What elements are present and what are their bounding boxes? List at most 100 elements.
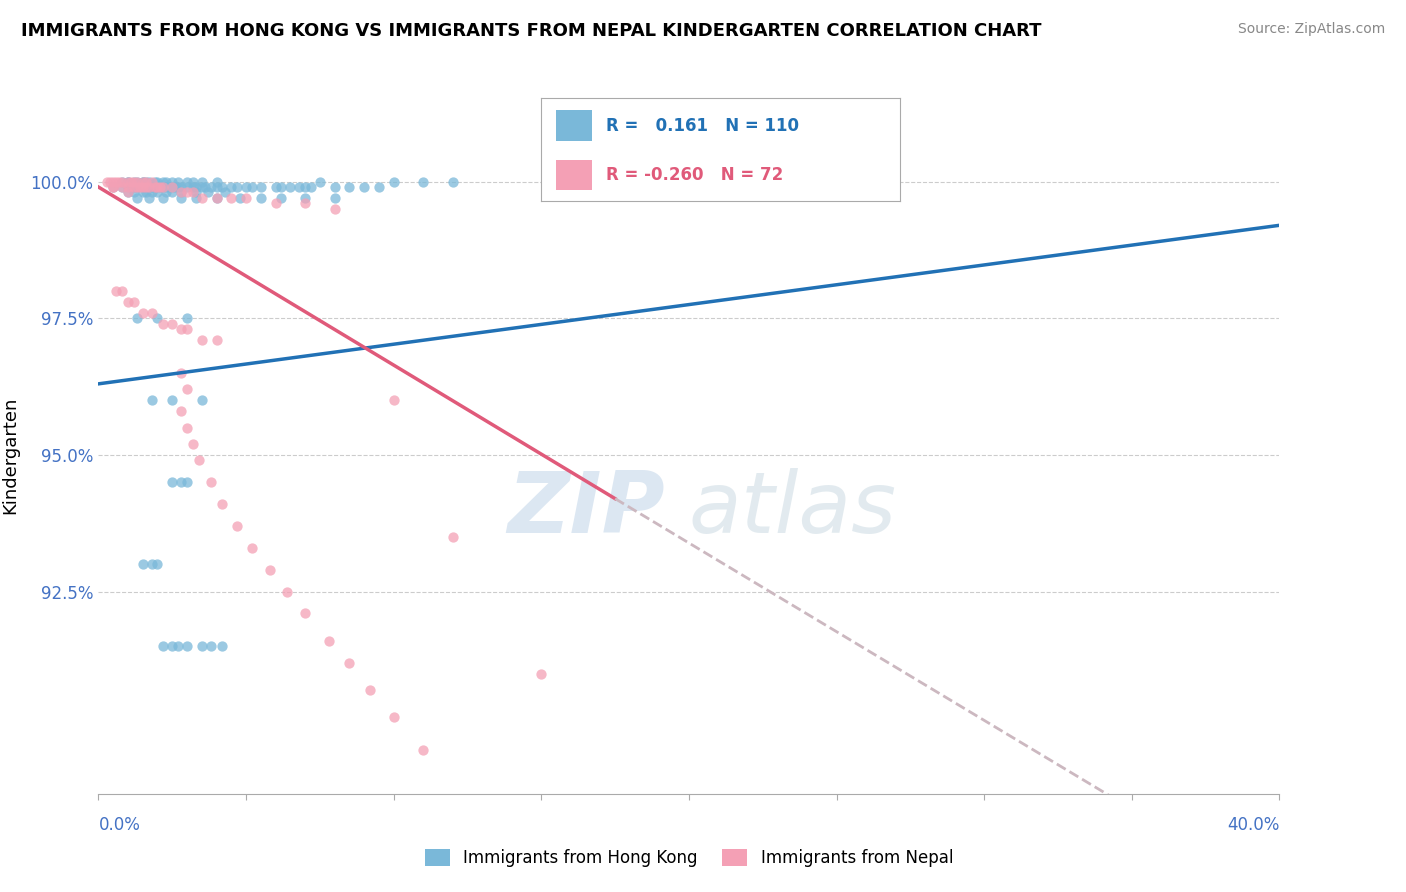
Point	[152, 317, 174, 331]
Point	[138, 180, 160, 194]
Point	[149, 180, 172, 194]
Point	[132, 186, 155, 200]
Point	[167, 640, 190, 654]
Point	[141, 180, 163, 194]
Point	[162, 175, 183, 189]
Point	[135, 175, 157, 189]
Point	[111, 175, 134, 189]
Point	[117, 180, 139, 194]
Point	[122, 175, 145, 189]
Point	[270, 191, 292, 205]
Point	[412, 743, 434, 757]
Point	[146, 180, 169, 194]
Point	[157, 180, 180, 194]
Point	[132, 175, 155, 189]
Point	[309, 175, 332, 189]
Point	[122, 175, 145, 189]
Point	[278, 180, 302, 194]
Point	[530, 666, 553, 681]
Point	[138, 191, 160, 205]
Point	[149, 180, 172, 194]
Point	[288, 180, 311, 194]
Point	[162, 393, 183, 408]
Point	[200, 475, 222, 490]
Point	[382, 175, 405, 189]
Point	[226, 180, 249, 194]
Point	[141, 393, 163, 408]
Point	[165, 180, 187, 194]
Point	[294, 196, 316, 211]
Point	[138, 180, 160, 194]
Point	[294, 191, 316, 205]
Point	[111, 180, 134, 194]
Point	[337, 656, 360, 670]
Point	[323, 191, 346, 205]
Point	[141, 306, 163, 320]
Point	[122, 294, 145, 309]
Point	[176, 382, 198, 396]
Point	[122, 180, 145, 194]
Point	[176, 175, 198, 189]
Point	[141, 186, 163, 200]
Point	[191, 640, 214, 654]
Point	[146, 186, 169, 200]
Point	[146, 558, 169, 572]
Legend: Immigrants from Hong Kong, Immigrants from Nepal: Immigrants from Hong Kong, Immigrants fr…	[418, 842, 960, 873]
Point	[170, 191, 193, 205]
Point	[214, 186, 236, 200]
Point	[96, 175, 118, 189]
Text: R =   0.161   N = 110: R = 0.161 N = 110	[606, 117, 799, 135]
Point	[181, 437, 204, 451]
Point	[184, 186, 207, 200]
Point	[176, 322, 198, 336]
Point	[176, 186, 198, 200]
Point	[143, 180, 166, 194]
Point	[135, 186, 157, 200]
Point	[219, 191, 242, 205]
Point	[122, 186, 145, 200]
Point	[229, 191, 252, 205]
Point	[125, 180, 148, 194]
Point	[226, 519, 249, 533]
Point	[211, 497, 233, 511]
Point	[176, 180, 198, 194]
Point	[250, 180, 273, 194]
Text: R = -0.260   N = 72: R = -0.260 N = 72	[606, 166, 783, 184]
Point	[276, 584, 298, 599]
Text: 0.0%: 0.0%	[98, 816, 141, 834]
Point	[250, 191, 273, 205]
Point	[337, 180, 360, 194]
Point	[132, 180, 155, 194]
Point	[323, 180, 346, 194]
Point	[191, 180, 214, 194]
Point	[170, 475, 193, 490]
Point	[125, 311, 148, 326]
Point	[146, 175, 169, 189]
Point	[191, 175, 214, 189]
Point	[135, 175, 157, 189]
Point	[359, 683, 381, 698]
Point	[152, 191, 174, 205]
Point	[294, 607, 316, 621]
Point	[219, 180, 242, 194]
Point	[264, 196, 287, 211]
Point	[117, 186, 139, 200]
Point	[167, 180, 190, 194]
Point	[155, 186, 177, 200]
Point	[125, 175, 148, 189]
Point	[117, 294, 139, 309]
Point	[184, 180, 207, 194]
Point	[270, 180, 292, 194]
Point	[191, 191, 214, 205]
FancyBboxPatch shape	[555, 111, 592, 141]
FancyBboxPatch shape	[555, 160, 592, 190]
Point	[103, 175, 125, 189]
Point	[353, 180, 375, 194]
Point	[181, 186, 204, 200]
Point	[240, 541, 263, 555]
Point	[152, 175, 174, 189]
Point	[132, 175, 155, 189]
Point	[181, 175, 204, 189]
Point	[170, 322, 193, 336]
Point	[125, 191, 148, 205]
